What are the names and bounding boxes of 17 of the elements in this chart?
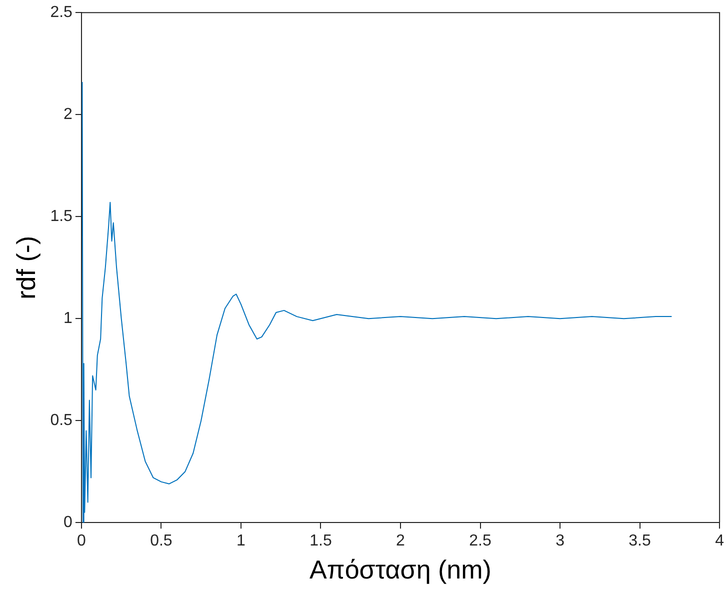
y-axis-title: rdf (-) [10,236,41,300]
x-tick-label: 2.5 [469,532,492,550]
x-tick-label: 0 [76,532,86,550]
y-tick-label: 1 [64,310,73,328]
x-tick-label: 2 [396,532,406,550]
x-tick-label: 4 [715,532,724,550]
y-tick-label: 0 [64,514,73,532]
x-tick-label: 3 [556,532,565,550]
x-tick-label: 1.5 [310,532,332,550]
x-axis-title: Απόσταση (nm) [310,554,492,585]
y-tick-label: 0.5 [50,412,73,430]
x-tick-label: 0.5 [150,532,172,550]
y-tick-label: 1.5 [50,208,73,226]
y-tick-label: 2.5 [50,4,73,22]
x-tick-label: 1 [236,532,246,550]
y-tick-label: 2 [64,106,73,124]
x-tick-label: 3.5 [628,532,652,550]
